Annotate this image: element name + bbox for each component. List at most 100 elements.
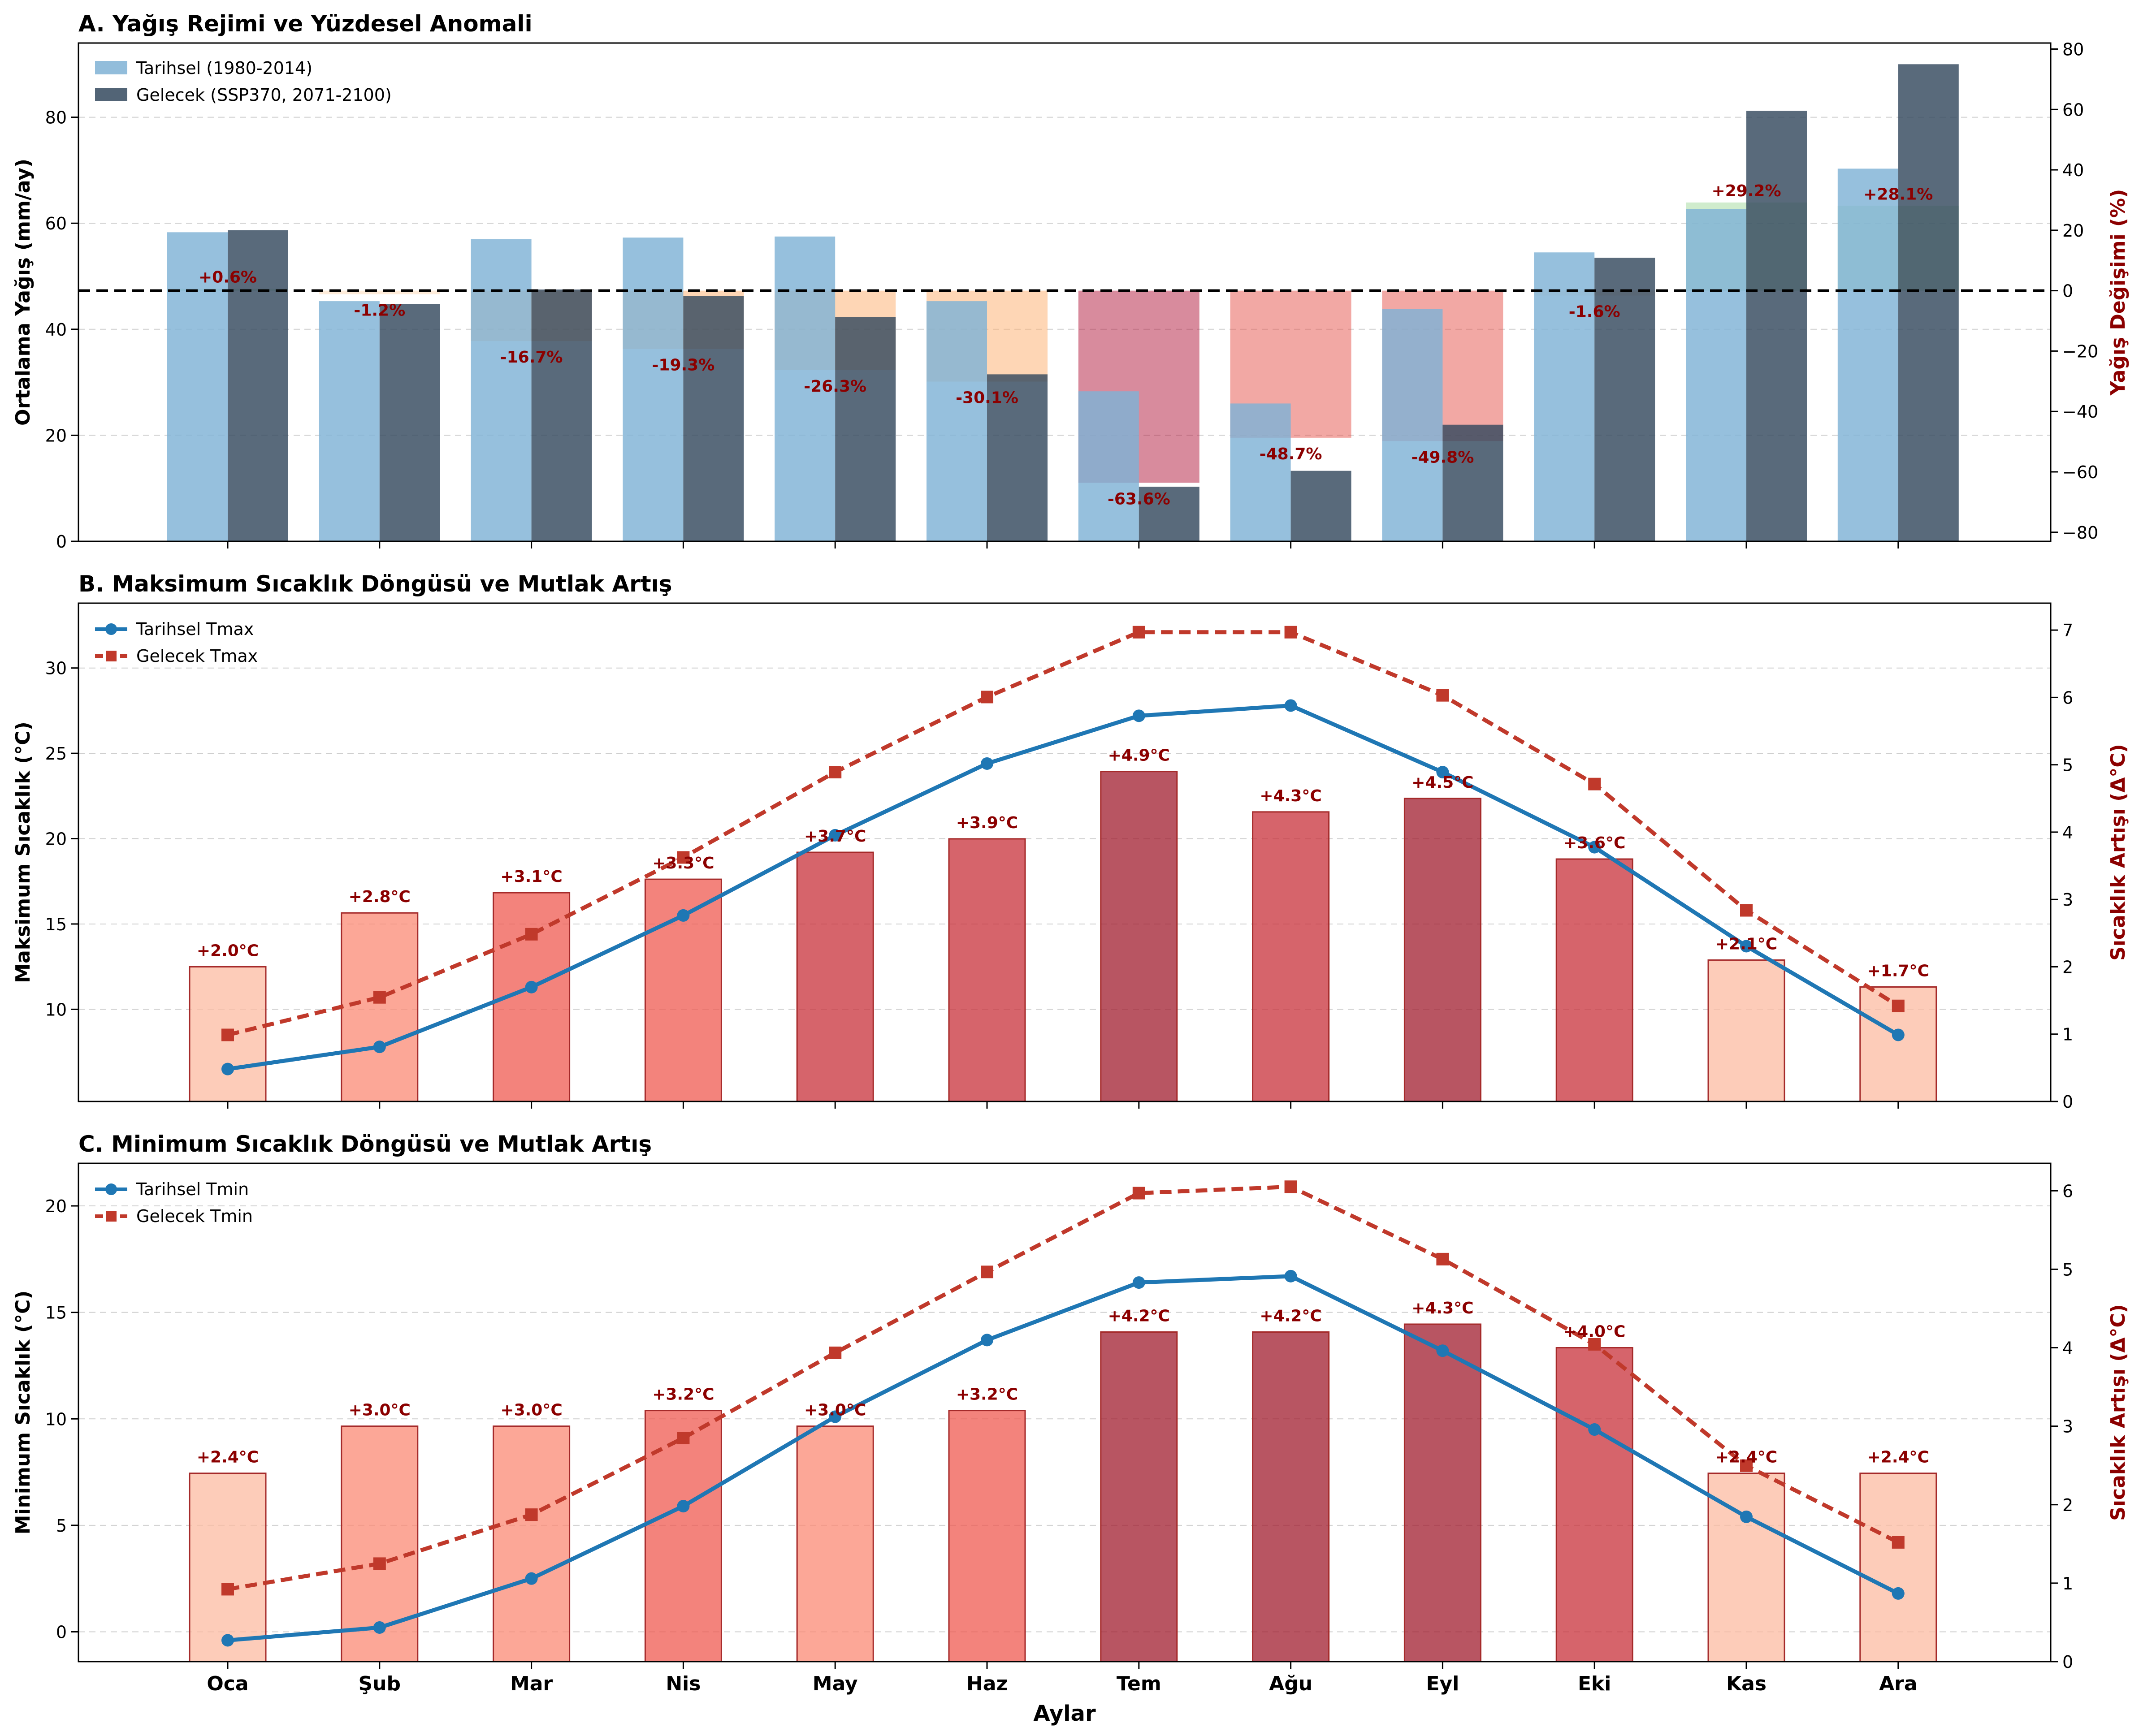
precip-bar-future-10 <box>1746 111 1807 542</box>
delta-bar-5 <box>948 838 1026 1102</box>
historical-point-2 <box>525 980 538 993</box>
panel-a-left-tick-label: 40 <box>45 320 67 340</box>
panel-c-left-tick-label: 20 <box>45 1196 67 1216</box>
future-point-4 <box>829 766 842 779</box>
panel-b-delta-labels: +2.0°C +2.8°C +3.1°C +3.3°C +3.7°C +3.9°C +4.9… <box>197 747 1929 980</box>
delta-bar-1 <box>341 912 419 1102</box>
panel-a-left-tick-label: 20 <box>45 426 67 445</box>
delta-bar-9 <box>1555 858 1633 1102</box>
future-line <box>227 1184 1899 1591</box>
historical-point-4 <box>829 829 842 842</box>
precip-bar-historical-0 <box>167 232 228 541</box>
precip-bar-future-1 <box>379 304 440 541</box>
panel-a-right-tick-label: 60 <box>2062 100 2084 120</box>
panel-b-left-tick-label: 20 <box>45 829 67 849</box>
delta-label-3: +3.2°C <box>652 1386 714 1404</box>
future-point-1 <box>373 991 386 1004</box>
future-point-11 <box>1892 1536 1905 1549</box>
future-point-2 <box>525 1508 538 1521</box>
month-label-6: Tem <box>1117 1672 1161 1695</box>
legend-label-historical-precip: Tarihsel (1980-2014) <box>136 58 312 78</box>
delta-label-4: +3.0°C <box>804 1401 866 1420</box>
historical-point-6 <box>1132 1276 1145 1289</box>
precip-bar-future-0 <box>228 230 288 541</box>
panel-b-ticks: 10 15 20 25 30 0 1 2 3 4 5 6 7 <box>45 621 2074 1112</box>
precip-bar-historical-4 <box>775 236 836 541</box>
precip-bar-future-3 <box>683 296 744 541</box>
precip-bar-future-2 <box>531 289 592 541</box>
historical-point-5 <box>981 757 993 770</box>
precip-bar-historical-10 <box>1686 209 1746 541</box>
panel-b-left-tick-label: 10 <box>45 1000 67 1019</box>
delta-label-0: +2.4°C <box>197 1448 259 1467</box>
future-point-9 <box>1588 1338 1601 1351</box>
delta-label-6: +4.2°C <box>1108 1307 1170 1326</box>
future-point-4 <box>829 1346 842 1359</box>
future-point-5 <box>981 691 993 704</box>
future-point-3 <box>677 1432 690 1445</box>
historical-point-10 <box>1740 940 1753 953</box>
anomaly-bar-1 <box>319 290 440 294</box>
precip-bar-future-7 <box>1290 471 1351 541</box>
legend-swatch-historical-precip <box>95 61 127 74</box>
panel-b-right-tick-label: 2 <box>2062 957 2073 977</box>
panel-c-right-tick-label: 1 <box>2062 1574 2073 1593</box>
historical-line <box>227 1274 1899 1642</box>
delta-bar-6 <box>1100 771 1178 1102</box>
panel-a-title: A. Yağış Rejimi ve Yüzdesel Anomali <box>78 11 533 37</box>
panel-b-lines <box>221 626 1905 1075</box>
panel-a-left-tick-label: 60 <box>45 214 67 233</box>
future-point-0 <box>221 1028 234 1041</box>
x-axis-month-labels: Oca Şub Mar Nis May Haz Tem Ağu Eyl Eki Kas Ara <box>207 1672 1917 1695</box>
delta-label-0: +2.0°C <box>197 941 259 960</box>
anomaly-label-3: -19.3% <box>652 356 714 375</box>
panel-c-left-tick-label: 0 <box>56 1622 67 1642</box>
panel-a-right-tick-label: 20 <box>2062 221 2084 241</box>
panel-b-right-ylabel: Sıcaklık Artışı (Δ°C) <box>2107 744 2130 961</box>
panel-a-right-tick-label: −80 <box>2062 523 2098 543</box>
month-label-2: Mar <box>510 1672 553 1695</box>
future-point-7 <box>1284 626 1297 639</box>
anomaly-label-8: -49.8% <box>1411 448 1474 466</box>
month-label-0: Oca <box>207 1672 248 1695</box>
panel-a-ticks: 0 20 40 60 80 −80 −60 −40 −20 0 20 40 60 80 <box>45 39 2099 552</box>
panel-a-left-tick-label: 0 <box>56 532 67 552</box>
panel-b-right-tick-label: 1 <box>2062 1025 2073 1045</box>
panel-c-right-tick-label: 2 <box>2062 1495 2073 1515</box>
future-line <box>227 630 1900 1037</box>
historical-point-9 <box>1588 1423 1601 1436</box>
month-label-5: Haz <box>966 1672 1008 1695</box>
historical-point-3 <box>677 1500 690 1513</box>
historical-point-10 <box>1740 1510 1753 1523</box>
future-point-2 <box>525 928 538 941</box>
anomaly-label-2: -16.7% <box>500 348 563 367</box>
panel-c-frame <box>78 1162 2052 1663</box>
precip-bar-historical-3 <box>623 238 684 541</box>
future-point-0 <box>221 1583 234 1596</box>
delta-bar-7 <box>1252 1331 1330 1663</box>
panel-a-right-tick-label: 80 <box>2062 39 2084 59</box>
panel-c-right-tick-label: 0 <box>2062 1652 2073 1672</box>
delta-label-4: +3.7°C <box>804 827 866 846</box>
panel-b-right-tick-label: 7 <box>2062 621 2073 640</box>
precip-bar-future-4 <box>835 317 896 541</box>
delta-bar-8 <box>1403 798 1481 1102</box>
panel-b-right-tick-label: 6 <box>2062 688 2073 708</box>
delta-bar-3 <box>644 1410 722 1663</box>
historical-point-3 <box>677 909 690 922</box>
month-label-8: Eyl <box>1426 1672 1459 1695</box>
future-point-7 <box>1284 1180 1297 1193</box>
legend-label-future-tmax: Gelecek Tmax <box>136 646 258 666</box>
panel-b-left-ylabel: Maksimum Sıcaklık (°C) <box>12 721 35 983</box>
precip-bar-future-11 <box>1898 64 1959 542</box>
panel-c-left-tick-label: 10 <box>45 1409 67 1429</box>
delta-label-1: +3.0°C <box>349 1401 411 1420</box>
delta-bar-2 <box>493 1425 571 1663</box>
precip-bar-historical-2 <box>471 239 532 541</box>
precip-bar-future-9 <box>1594 258 1655 541</box>
delta-label-11: +2.4°C <box>1867 1448 1929 1467</box>
legend-label-future-precip: Gelecek (SSP370, 2071-2100) <box>136 85 392 105</box>
anomaly-label-9: -1.6% <box>1569 302 1620 321</box>
